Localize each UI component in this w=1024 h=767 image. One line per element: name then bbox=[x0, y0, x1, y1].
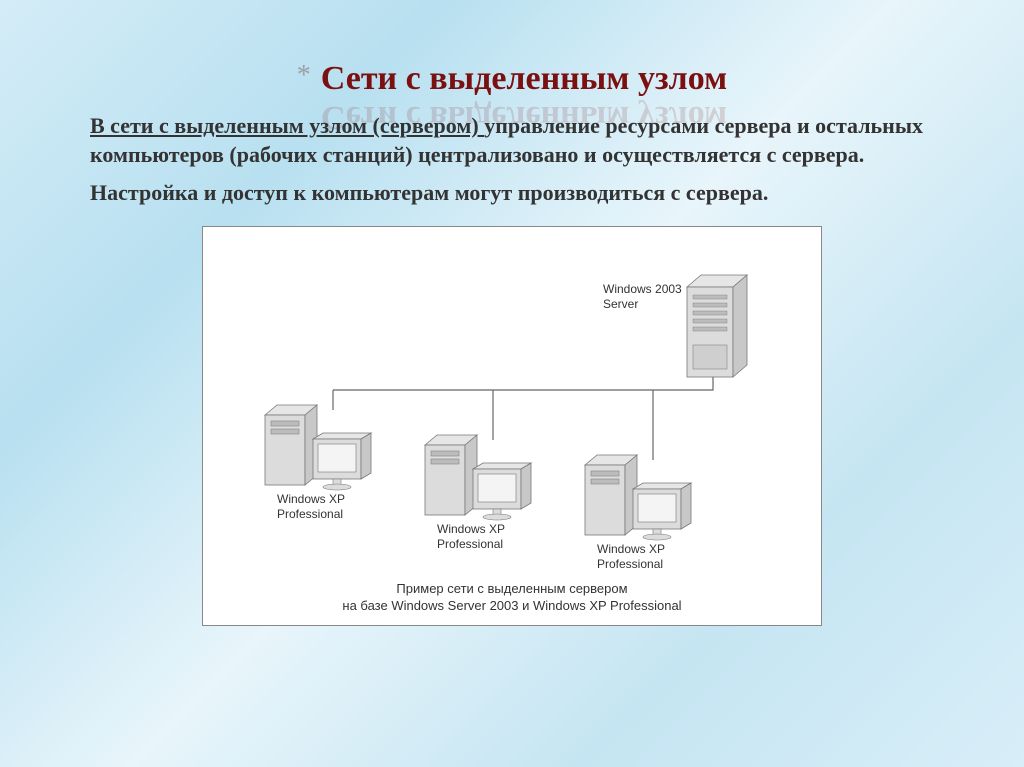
svg-text:Windows XP: Windows XP bbox=[597, 542, 665, 556]
network-diagram: Windows 2003ServerWindows XPProfessional… bbox=[202, 226, 822, 626]
svg-text:Windows 2003: Windows 2003 bbox=[603, 282, 682, 296]
svg-text:Professional: Professional bbox=[437, 537, 503, 551]
paragraph-2: Настройка и доступ к компьютерам могут п… bbox=[90, 179, 934, 208]
svg-text:Windows XP: Windows XP bbox=[277, 492, 345, 506]
svg-text:Windows XP: Windows XP bbox=[437, 522, 505, 536]
svg-text:Server: Server bbox=[603, 297, 638, 311]
svg-text:Professional: Professional bbox=[597, 557, 663, 571]
paragraph-1: В сети с выделенным узлом (сервером) упр… bbox=[90, 112, 934, 169]
diagram-caption: Пример сети с выделенным сервером на баз… bbox=[215, 581, 809, 615]
title-text: Сети с выделенным узлом bbox=[321, 60, 727, 97]
slide-title-block: * Сети с выделенным узлом Сети с выделен… bbox=[90, 60, 934, 98]
caption-line2: на базе Windows Server 2003 и Windows XP… bbox=[215, 598, 809, 615]
slide-title: Сети с выделенным узлом Сети с выделенны… bbox=[321, 60, 727, 98]
p1-underline: В сети с выделенным узлом (сервером) bbox=[90, 113, 484, 138]
svg-text:Professional: Professional bbox=[277, 507, 343, 521]
title-asterisk: * bbox=[297, 60, 311, 91]
network-svg: Windows 2003ServerWindows XPProfessional… bbox=[215, 245, 811, 575]
caption-line1: Пример сети с выделенным сервером bbox=[215, 581, 809, 598]
